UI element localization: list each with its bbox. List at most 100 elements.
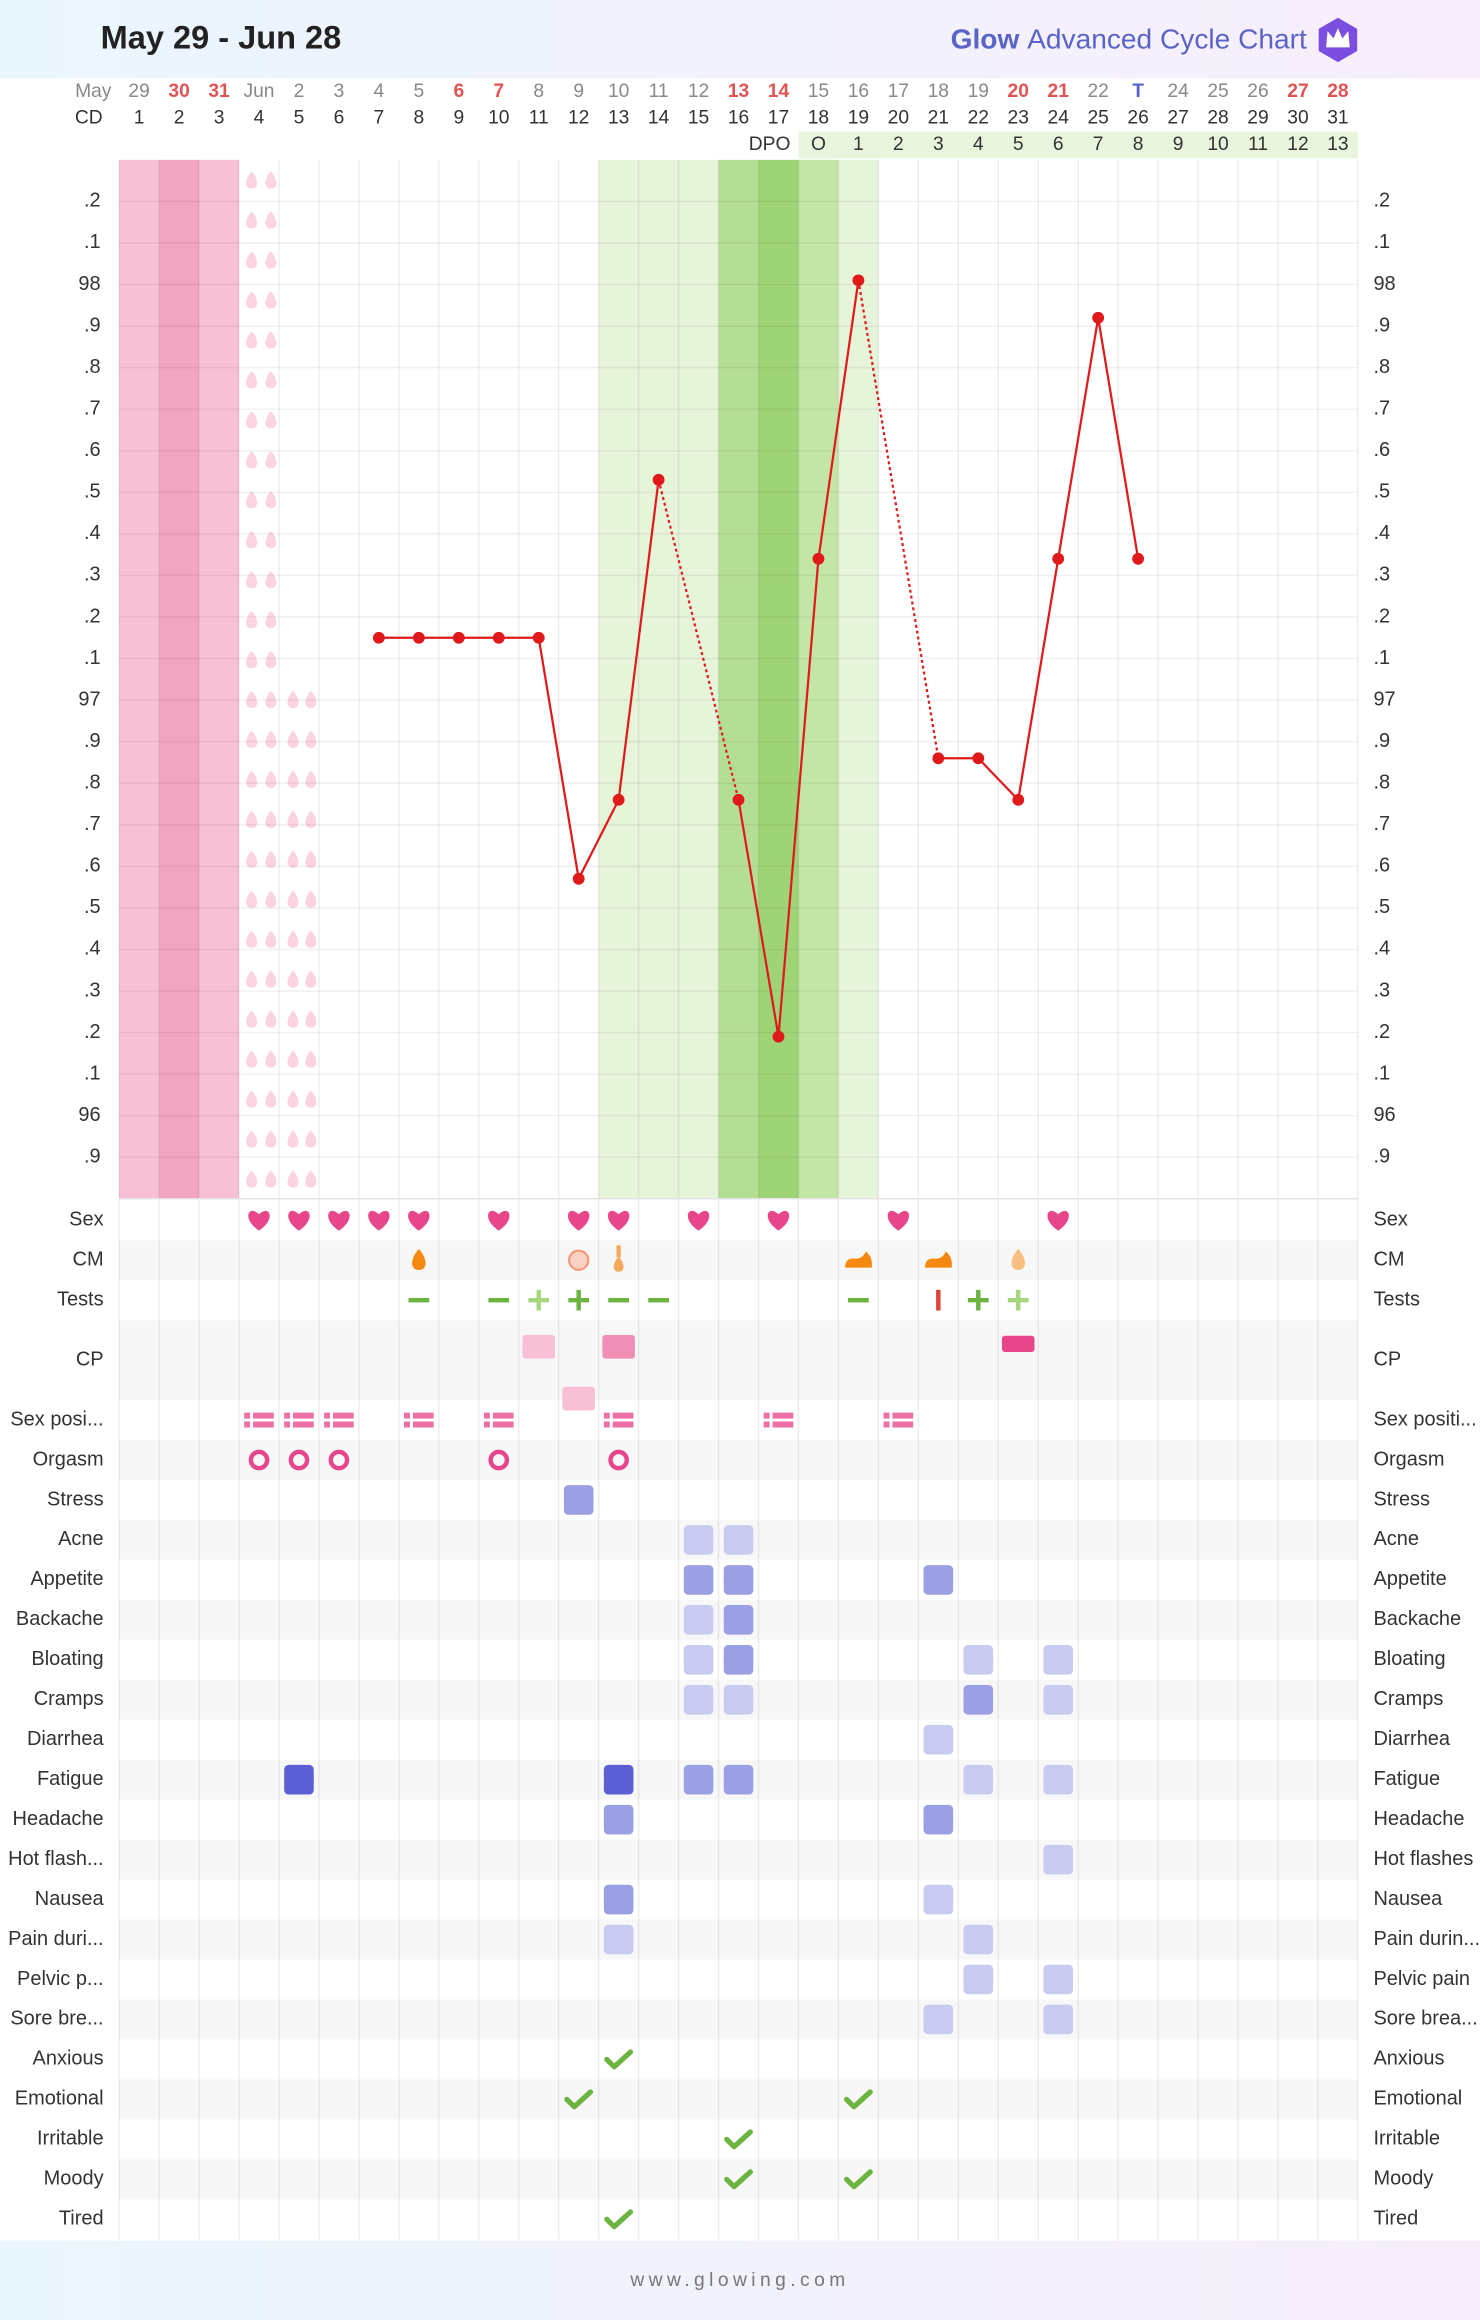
y-tick-label-right: .7 xyxy=(1373,813,1390,835)
row-label-right: Acne xyxy=(1373,1528,1419,1550)
row-label: Pelvic p... xyxy=(17,1968,104,1990)
row-label: Diarrhea xyxy=(27,1728,104,1750)
spotting-drop xyxy=(246,570,258,589)
day-label: 19 xyxy=(968,81,989,102)
row-label-right: Irritable xyxy=(1373,2128,1440,2150)
spotting-drop xyxy=(246,291,258,309)
mood-check xyxy=(724,2169,753,2190)
symptom-square xyxy=(603,1884,634,1915)
y-tick-label: .2 xyxy=(84,1021,101,1043)
sex-position-icon xyxy=(603,1412,634,1428)
spotting-drop xyxy=(265,331,277,349)
y-tick-label: .8 xyxy=(84,771,101,793)
row-label: Appetite xyxy=(30,1568,103,1590)
spotting-drop xyxy=(265,410,277,429)
spotting-drop xyxy=(246,930,258,948)
y-tick-label: .4 xyxy=(84,938,101,960)
period-band xyxy=(199,159,240,1199)
symptom-square xyxy=(723,1645,754,1675)
y-tick-label: .2 xyxy=(84,190,101,212)
y-tick-label-right: .6 xyxy=(1373,855,1390,877)
day-label: 18 xyxy=(928,81,949,102)
spotting-drop xyxy=(246,770,258,788)
temp-point xyxy=(932,752,945,765)
spotting-drop xyxy=(287,1050,299,1068)
spotting-drop xyxy=(265,810,277,828)
cm-icon xyxy=(613,1245,624,1272)
symptom-square xyxy=(923,1804,954,1835)
temp-line xyxy=(938,317,1140,803)
day-label: 10 xyxy=(608,81,629,102)
row-label-right: Cramps xyxy=(1373,1688,1443,1710)
temp-point xyxy=(1132,552,1145,565)
spotting-drop xyxy=(287,1090,299,1108)
y-tick-label-right: .8 xyxy=(1373,356,1390,378)
temp-point xyxy=(412,631,425,644)
row-label-right: Sore brea... xyxy=(1373,2008,1477,2030)
row-band xyxy=(119,1320,1358,1401)
cycle-day: 28 xyxy=(1207,107,1228,128)
y-tick-label-right: 98 xyxy=(1373,273,1395,295)
row-label-right: Bloating xyxy=(1373,1648,1445,1670)
orgasm-icon xyxy=(328,1449,350,1471)
day-label: 12 xyxy=(688,81,709,102)
y-tick-label: .1 xyxy=(84,647,101,669)
test-icon xyxy=(648,1297,669,1303)
temp-point xyxy=(532,631,545,644)
row-label: Emotional xyxy=(15,2088,104,2110)
sex-position-icon xyxy=(483,1412,514,1428)
y-tick-label: .4 xyxy=(84,522,101,544)
spotting-drop xyxy=(246,610,258,629)
day-label: 14 xyxy=(768,81,790,102)
cycle-day: 2 xyxy=(174,107,185,128)
row-label: Stress xyxy=(47,1488,104,1510)
y-tick-label: .3 xyxy=(84,979,101,1001)
symptom-square xyxy=(923,2004,954,2035)
row-label: Moody xyxy=(44,2168,104,2190)
y-tick-label: .6 xyxy=(84,855,101,877)
day-label: 6 xyxy=(453,81,464,102)
row-label: Nausea xyxy=(35,1888,105,1910)
cycle-day: 11 xyxy=(529,107,549,128)
row-label: CM xyxy=(73,1248,104,1270)
y-tick-label-right: .3 xyxy=(1373,564,1390,586)
crown-icon xyxy=(1326,28,1350,48)
cycle-day: 29 xyxy=(1247,107,1268,128)
y-tick-label-right: .4 xyxy=(1373,938,1390,960)
temp-point xyxy=(1052,552,1065,565)
y-tick-label: .1 xyxy=(84,231,101,253)
row-label: Headache xyxy=(13,1808,104,1830)
y-tick-label: 96 xyxy=(78,1104,100,1126)
symptom-square xyxy=(284,1764,314,1795)
row-label-right: Anxious xyxy=(1373,2048,1444,2070)
mood-check xyxy=(843,2169,873,2190)
spotting-drop xyxy=(265,1170,277,1188)
symptom-square xyxy=(1043,1764,1073,1795)
symptom-square xyxy=(683,1645,714,1675)
spotting-drop xyxy=(246,490,258,509)
sex-position-icon xyxy=(883,1412,914,1428)
dpo-day: 4 xyxy=(973,134,984,155)
spotting-drop xyxy=(246,371,258,389)
y-tick-label: .9 xyxy=(84,314,101,336)
dpo-day: 1 xyxy=(853,134,864,155)
y-tick-label: .9 xyxy=(84,1146,101,1168)
heart-icon xyxy=(288,1210,310,1231)
y-tick-label-right: .9 xyxy=(1373,1146,1390,1168)
cycle-day: 1 xyxy=(134,107,145,128)
test-icon xyxy=(408,1297,430,1303)
symptom-square xyxy=(923,1884,954,1915)
spotting-drop xyxy=(246,810,258,828)
spotting-drop xyxy=(305,970,317,988)
cycle-day: 30 xyxy=(1287,107,1308,128)
day-label: 15 xyxy=(808,81,829,102)
symptom-square xyxy=(603,1924,634,1955)
temp-line xyxy=(378,479,660,883)
spotting-drop xyxy=(265,1050,277,1068)
spotting-drop xyxy=(265,650,277,669)
y-tick-label: .7 xyxy=(84,813,101,835)
row-label-right: Tests xyxy=(1373,1288,1420,1310)
day-label: 8 xyxy=(533,81,544,102)
cm-icon xyxy=(845,1251,872,1268)
mood-check xyxy=(564,2089,594,2110)
